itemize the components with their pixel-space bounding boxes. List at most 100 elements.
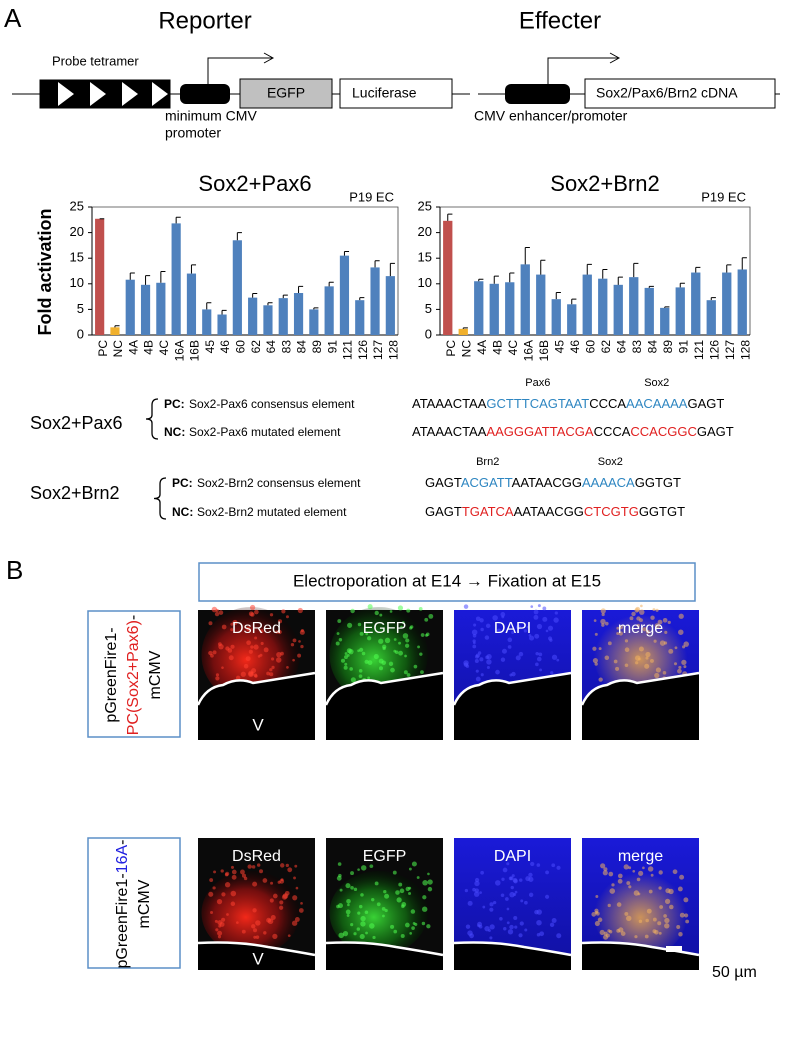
- site-label: Brn2: [476, 456, 499, 468]
- micrograph: [580, 604, 700, 740]
- cell-dot: [404, 643, 410, 648]
- cell-dot: [275, 630, 279, 634]
- cell-dot: [208, 891, 214, 897]
- cell-dot: [594, 662, 598, 666]
- sequence-segment: CTCGTG: [584, 504, 639, 519]
- cell-dot: [664, 898, 671, 905]
- row-desc: Sox2-Pax6 mutated element: [189, 425, 341, 439]
- row-label-part: PC(Sox2+Pax6): [125, 620, 142, 735]
- bar: [582, 274, 592, 335]
- cell-dot: [422, 895, 427, 900]
- cell-dot: [353, 932, 357, 936]
- cell-dot: [518, 933, 523, 938]
- cell-dot: [615, 666, 620, 671]
- cell-dot: [474, 877, 480, 883]
- micrograph: [325, 838, 444, 970]
- cell-dot: [636, 616, 641, 621]
- cell-dot: [262, 878, 268, 883]
- cell-dot: [404, 654, 407, 658]
- sequence-segment: GGTGT: [635, 475, 681, 490]
- scale-bar: [666, 946, 682, 952]
- cell-dot: [393, 929, 398, 934]
- cell-dot: [271, 657, 275, 661]
- cell-dot: [664, 630, 668, 634]
- cell-dot: [400, 625, 403, 629]
- cell-dot: [392, 870, 397, 875]
- cell-dot: [636, 877, 641, 882]
- cell-dot: [378, 658, 384, 664]
- cell-dot: [509, 891, 515, 898]
- tss-arrow: [547, 57, 618, 84]
- cell-dot: [486, 653, 492, 660]
- bar: [489, 283, 499, 335]
- cell-dot: [298, 908, 304, 913]
- cell-dot: [252, 881, 258, 887]
- y-tick-label: 25: [418, 198, 432, 213]
- bar: [567, 304, 577, 335]
- cell-dot: [518, 651, 524, 657]
- row-label: pGreenFire1-16A-: [114, 840, 131, 969]
- cell-dot: [684, 913, 689, 918]
- cell-dot: [683, 641, 689, 647]
- error-bar: [664, 306, 670, 308]
- cell-dot: [230, 644, 235, 649]
- cell-dot: [591, 912, 597, 917]
- cell-dot: [550, 671, 554, 675]
- cell-dot: [347, 622, 353, 628]
- row-desc: Sox2-Brn2 consensus element: [197, 476, 361, 490]
- x-tick-label: 45: [552, 340, 566, 354]
- cell-dot: [629, 616, 634, 621]
- y-tick-label: 25: [70, 198, 84, 213]
- cell-dot: [336, 904, 340, 909]
- x-tick-label: 4A: [126, 340, 140, 355]
- cell-dot: [358, 669, 363, 673]
- cell-dot: [418, 607, 423, 611]
- luciferase-box: [339, 78, 453, 109]
- cell-dot: [495, 880, 501, 886]
- row-label-part: -: [125, 615, 142, 620]
- cell-dot: [245, 656, 251, 662]
- luciferase-label: Luciferase: [352, 85, 417, 101]
- error-bar: [648, 285, 654, 288]
- cell-dot: [678, 613, 684, 619]
- cell-dot: [357, 649, 360, 653]
- cell-dot: [655, 667, 661, 673]
- row-desc: Sox2-Brn2 mutated element: [197, 505, 347, 519]
- cell-dot: [634, 608, 640, 613]
- cell-dot: [212, 886, 216, 890]
- cell-dot: [284, 890, 290, 896]
- cell-dot: [263, 647, 269, 653]
- x-tick-label: 84: [645, 340, 659, 354]
- cell-dot: [350, 871, 354, 876]
- ventricle-label: V: [252, 949, 264, 968]
- cell-dot: [287, 867, 293, 873]
- cell-dot: [474, 654, 479, 659]
- cell-dot: [349, 667, 353, 671]
- micrograph: [324, 604, 444, 740]
- effecter-title: Effecter: [519, 7, 601, 34]
- cell-dot: [294, 864, 298, 868]
- cell-dot: [253, 673, 258, 678]
- cell-dot: [616, 626, 620, 630]
- cell-dot: [645, 656, 649, 660]
- cell-dot: [297, 653, 302, 658]
- cell-dot: [649, 658, 654, 663]
- bar: [232, 240, 242, 335]
- cell-dot: [608, 930, 613, 934]
- ventricle-boundary: [581, 941, 700, 957]
- cell-dot: [500, 612, 506, 617]
- bar: [278, 298, 288, 335]
- cell-dot: [489, 902, 494, 907]
- cell-dot: [374, 610, 379, 616]
- cell-dot: [367, 604, 373, 610]
- cell-dot: [475, 669, 479, 673]
- ventricle-boundary: [324, 671, 444, 706]
- micrograph: [196, 604, 316, 740]
- cell-dot: [626, 915, 632, 922]
- cell-dot: [388, 661, 394, 667]
- channel-label: DsRed: [232, 848, 281, 865]
- cell-dot: [426, 924, 431, 929]
- cell-dot: [255, 935, 260, 939]
- cell-dot: [416, 876, 420, 879]
